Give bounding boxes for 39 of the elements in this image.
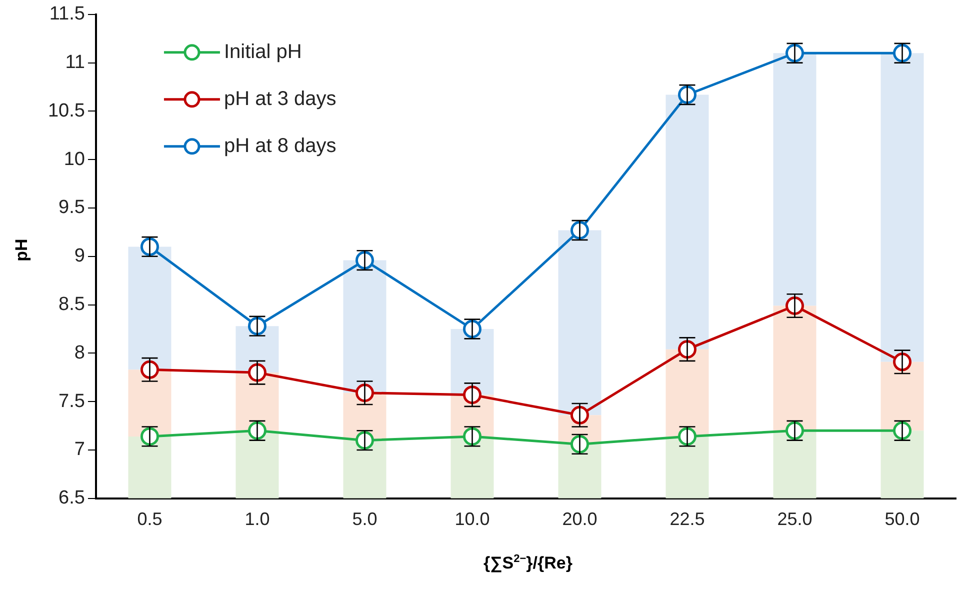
x-tick-label: 0.5 — [137, 509, 162, 530]
x-tick-label: 5.0 — [352, 509, 378, 530]
y-tick-label: 6.5 — [58, 488, 85, 509]
legend-label: pH at 8 days — [224, 134, 336, 157]
bar — [558, 444, 602, 498]
y-axis-title: pH — [12, 238, 32, 264]
bar — [128, 436, 172, 498]
y-tick-label: 8.5 — [58, 294, 85, 316]
bar — [666, 436, 709, 498]
y-tick-label: 10 — [64, 148, 85, 170]
x-tick-label: 22.5 — [670, 509, 705, 530]
bar — [343, 440, 386, 498]
y-tick-label: 8 — [74, 342, 85, 364]
legend-label: pH at 3 days — [224, 88, 336, 110]
bar — [236, 430, 279, 498]
bar — [773, 430, 816, 498]
bar — [666, 94, 709, 350]
x-tick-label: 50.0 — [884, 509, 920, 530]
bar — [128, 246, 172, 370]
x-axis-title: {∑S$^{2−}$}/{Re} — [482, 553, 574, 574]
bar — [880, 430, 924, 498]
x-tick-label: 25.0 — [777, 509, 812, 530]
bar — [450, 436, 494, 498]
y-tick-label: 9.5 — [58, 197, 85, 218]
bar — [773, 53, 816, 306]
y-tick-label: 11 — [65, 52, 85, 74]
x-tick-label: 10.0 — [454, 509, 490, 530]
x-tick-label: 20.0 — [562, 509, 598, 530]
bar — [880, 53, 924, 362]
y-tick-label: 7.5 — [58, 390, 85, 412]
x-tick-label: 1.0 — [244, 509, 270, 530]
y-tick-label: 11.5 — [49, 4, 85, 25]
y-tick-label: 9 — [74, 246, 85, 267]
bar — [558, 230, 602, 416]
y-tick-label: 7 — [74, 439, 85, 460]
bar — [343, 260, 386, 393]
legend-label: Initial pH — [224, 40, 302, 63]
y-tick-label: 10.5 — [48, 100, 85, 122]
bar — [773, 306, 816, 431]
